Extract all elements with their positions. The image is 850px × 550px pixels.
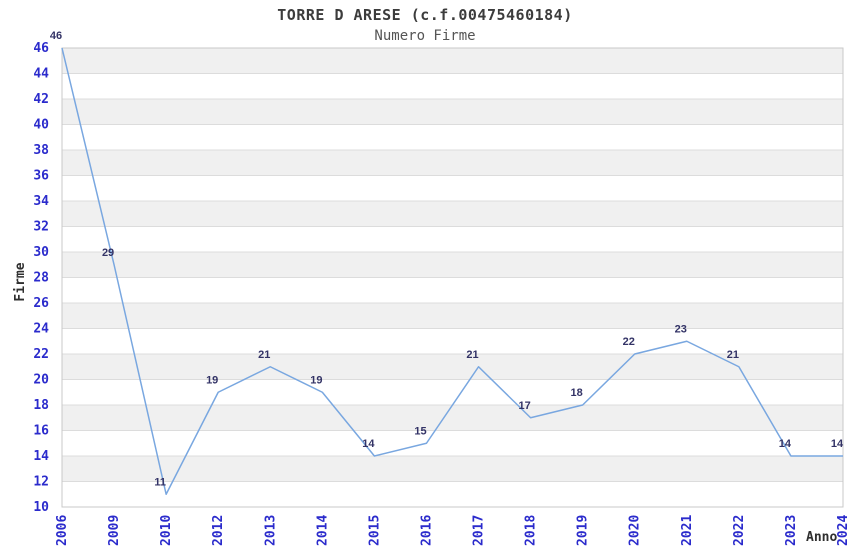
y-tick-label: 18: [33, 398, 49, 413]
point-label: 19: [310, 374, 322, 386]
y-tick-label: 36: [33, 169, 49, 184]
x-tick-label: 2012: [211, 515, 226, 546]
point-label: 14: [779, 438, 792, 450]
x-tick-label: 2014: [315, 515, 330, 546]
x-axis-title: Anno: [806, 530, 838, 545]
grid-band: [62, 456, 843, 482]
y-tick-label: 32: [33, 220, 49, 235]
x-tick-label: 2021: [680, 515, 695, 546]
point-label: 29: [102, 247, 114, 259]
point-label: 19: [206, 374, 218, 386]
y-tick-label: 42: [33, 92, 49, 107]
x-tick-label: 2022: [732, 515, 747, 546]
point-label: 21: [466, 349, 478, 361]
point-label: 22: [623, 336, 635, 348]
y-tick-label: 10: [33, 500, 49, 515]
x-tick-label: 2020: [628, 515, 643, 546]
grid-band: [62, 354, 843, 380]
x-tick-label: 2015: [367, 515, 382, 546]
x-tick-label: 2009: [107, 515, 122, 546]
y-tick-label: 16: [33, 424, 49, 439]
grid-band: [62, 252, 843, 278]
point-label: 14: [831, 438, 844, 450]
grid-band: [62, 405, 843, 431]
grid-band: [62, 201, 843, 227]
x-tick-label: 2013: [263, 515, 278, 546]
x-tick-label: 2010: [159, 515, 174, 546]
point-label: 17: [518, 400, 530, 412]
grid-band: [62, 150, 843, 176]
point-label: 23: [675, 323, 687, 335]
point-label: 21: [258, 349, 270, 361]
point-label: 18: [571, 387, 583, 399]
y-tick-label: 46: [33, 41, 49, 56]
grid-band: [62, 303, 843, 329]
plot-border: [61, 47, 844, 508]
y-tick-label: 34: [33, 194, 49, 209]
y-tick-label: 12: [33, 475, 49, 490]
x-tick-label: 2023: [784, 515, 799, 546]
x-tick-label: 2018: [524, 515, 539, 546]
x-tick-label: 2019: [576, 515, 591, 546]
y-tick-label: 20: [33, 373, 49, 388]
grid-band: [62, 99, 843, 125]
grid-band: [62, 48, 843, 74]
point-label: 15: [414, 425, 426, 437]
point-label: 21: [727, 349, 739, 361]
y-tick-label: 44: [33, 67, 49, 82]
x-tick-label: 2024: [836, 515, 850, 546]
y-tick-label: 24: [33, 322, 49, 337]
x-tick-label: 2016: [419, 515, 434, 546]
point-label: 46: [50, 30, 62, 42]
y-tick-label: 26: [33, 296, 49, 311]
x-tick-label: 2017: [472, 515, 487, 546]
y-tick-label: 14: [33, 449, 49, 464]
y-tick-label: 30: [33, 245, 49, 260]
y-tick-label: 28: [33, 271, 49, 286]
chart-subtitle: Numero Firme: [374, 28, 476, 44]
y-tick-label: 38: [33, 143, 49, 158]
point-label: 14: [362, 438, 375, 450]
chart-title: TORRE D ARESE (c.f.00475460184): [277, 6, 573, 24]
point-label: 11: [154, 476, 166, 488]
series-line: [61, 47, 843, 495]
x-tick-label: 2006: [55, 515, 70, 546]
y-tick-label: 22: [33, 347, 49, 362]
y-tick-label: 40: [33, 118, 49, 133]
